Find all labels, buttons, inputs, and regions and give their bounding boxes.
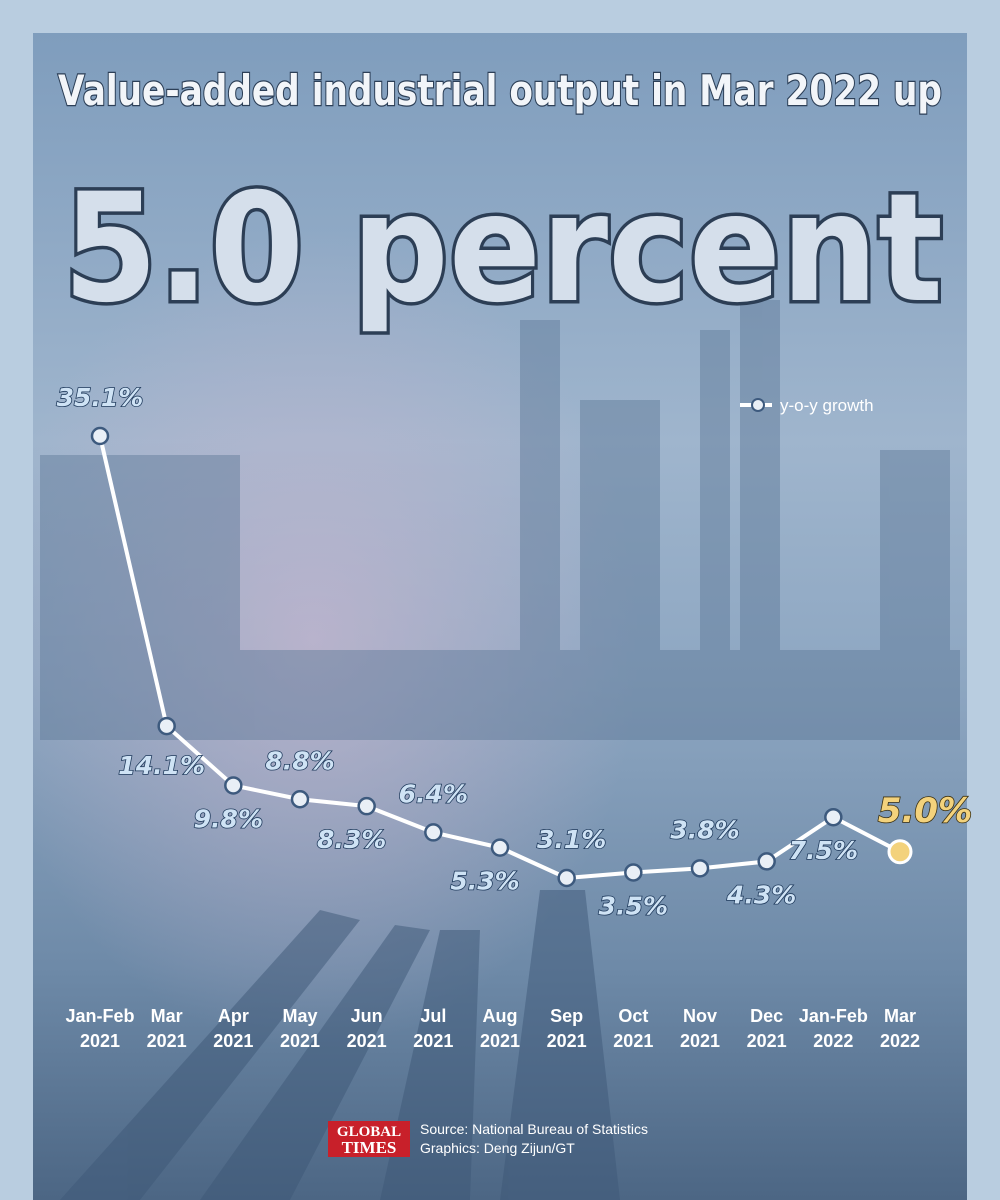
x-tick-label: Mar 2022 xyxy=(880,1006,920,1051)
x-tick-label-line: 2021 xyxy=(347,1031,387,1051)
x-tick-label-line: Dec xyxy=(750,1006,783,1026)
x-tick-label-line: 2021 xyxy=(480,1031,520,1051)
x-tick-label: May 2021 xyxy=(280,1006,320,1051)
data-point xyxy=(224,776,243,795)
x-tick-label-line: 2021 xyxy=(413,1031,453,1051)
data-point xyxy=(357,796,376,816)
x-tick-label: Dec 2021 xyxy=(747,1006,787,1051)
data-label: 14.1% xyxy=(118,751,205,780)
x-tick-label: Jul 2021 xyxy=(413,1006,453,1051)
data-point xyxy=(557,868,576,888)
data-label: 35.1% xyxy=(57,383,144,412)
x-tick-label: Oct 2021 xyxy=(613,1006,653,1051)
x-tick-label: Jan-Feb 2022 xyxy=(799,1006,868,1051)
x-tick-label-line: 2021 xyxy=(213,1031,253,1051)
panel-glow xyxy=(33,33,967,1200)
x-tick-label-line: 2021 xyxy=(547,1031,587,1051)
x-tick-label-line: Jan-Feb xyxy=(799,1006,868,1026)
data-point xyxy=(90,426,110,446)
x-tick-label-line: Apr xyxy=(218,1006,249,1026)
x-tick-label: Jan-Feb 2021 xyxy=(65,1006,134,1051)
data-point xyxy=(290,790,310,809)
data-point xyxy=(490,838,510,857)
x-tick-label-line: 2021 xyxy=(680,1031,720,1051)
x-tick-label: Mar 2021 xyxy=(147,1006,187,1051)
data-label: 9.8% xyxy=(194,804,263,833)
logo-line: GLOBAL xyxy=(337,1124,401,1140)
source: Source: National Bureau of Statistics xyxy=(420,1121,648,1137)
data-label: 3.8% xyxy=(670,815,739,844)
data-label: 5.0% xyxy=(878,791,972,831)
pipes xyxy=(60,890,620,1200)
industrial-silhouette xyxy=(40,300,960,740)
data-point xyxy=(624,863,643,882)
x-tick-label-line: 2021 xyxy=(280,1031,320,1051)
x-tick-label-line: Jul xyxy=(420,1006,446,1026)
logo-line: TIMES xyxy=(342,1138,397,1157)
x-tick-label: Jun 2021 xyxy=(347,1006,387,1051)
x-tick-label: Apr 2021 xyxy=(213,1006,253,1051)
data-label: 8.8% xyxy=(265,746,334,775)
title: Value-added industrial output in Mar 202… xyxy=(58,66,942,115)
headline: 5.0 percent xyxy=(63,162,943,336)
x-tick-label-line: 2021 xyxy=(613,1031,653,1051)
x-tick-label-line: 2021 xyxy=(80,1031,120,1051)
x-tick-label-line: Jun xyxy=(351,1006,383,1026)
x-tick-label: Aug 2021 xyxy=(480,1006,520,1051)
data-point xyxy=(424,823,443,842)
x-tick-label-line: 2022 xyxy=(880,1031,920,1051)
data-point xyxy=(690,859,710,878)
data-point xyxy=(757,852,776,871)
x-tick-label: Nov 2021 xyxy=(680,1006,720,1051)
x-tick-label-line: 2021 xyxy=(147,1031,187,1051)
x-tick-label-line: Jan-Feb xyxy=(65,1006,134,1026)
data-point xyxy=(824,807,843,827)
data-point xyxy=(887,839,913,865)
x-tick-label-line: Aug xyxy=(483,1006,518,1026)
data-label: 7.5% xyxy=(789,836,858,865)
x-tick-label-line: Mar xyxy=(884,1006,916,1026)
x-tick-label-line: Nov xyxy=(683,1006,717,1026)
data-label: 6.4% xyxy=(399,779,468,808)
legend-marker xyxy=(751,398,765,412)
data-label: 3.5% xyxy=(599,891,668,920)
x-tick-label-line: Oct xyxy=(618,1006,648,1026)
data-label: 8.3% xyxy=(317,825,386,854)
x-tick-label-line: Sep xyxy=(550,1006,583,1026)
data-label: 5.3% xyxy=(450,867,519,896)
x-tick-label-line: Mar xyxy=(151,1006,183,1026)
x-tick-label: Sep 2021 xyxy=(547,1006,587,1051)
x-tick-label-line: May xyxy=(282,1006,317,1026)
x-tick-label-line: 2022 xyxy=(813,1031,853,1051)
credit: Graphics: Deng Zijun/GT xyxy=(420,1140,575,1156)
x-tick-label-line: 2021 xyxy=(747,1031,787,1051)
logo-box xyxy=(328,1121,410,1157)
data-point xyxy=(157,716,176,736)
data-label: 4.3% xyxy=(726,880,796,909)
data-label: 3.1% xyxy=(537,825,606,854)
legend-label: y-o-y growth xyxy=(780,396,874,415)
